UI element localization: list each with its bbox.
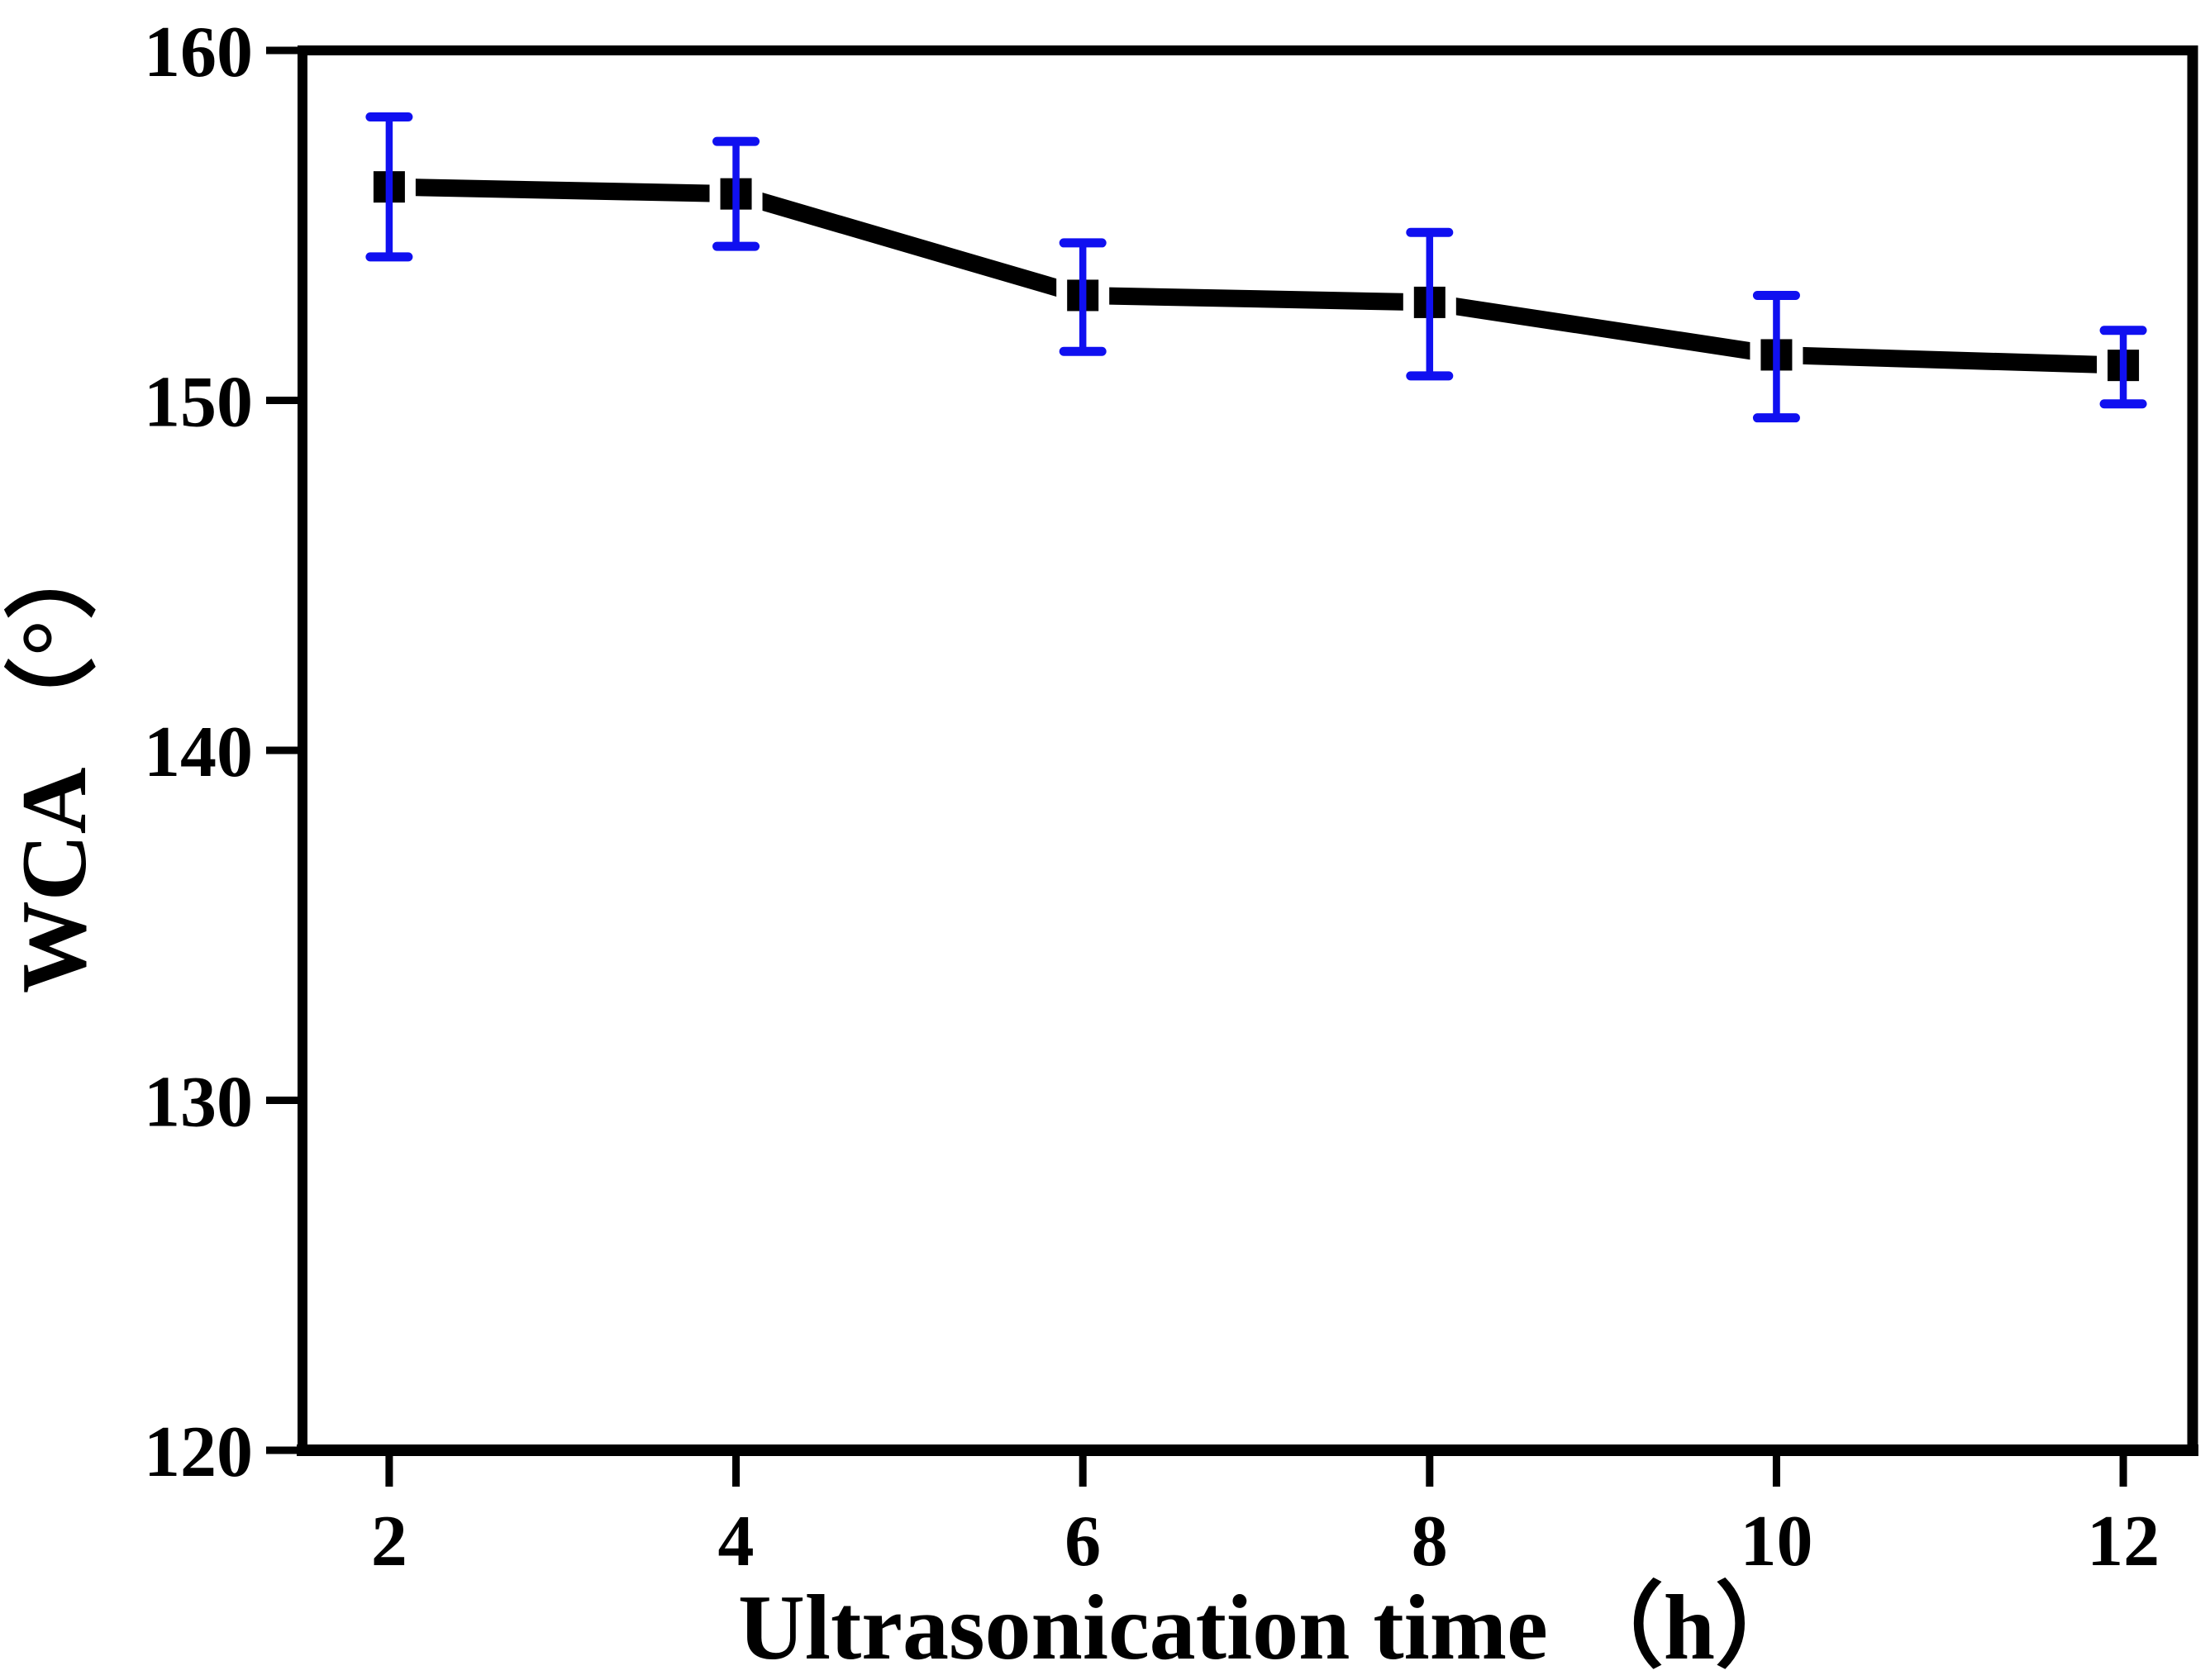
y-tick-label: 130: [144, 1063, 253, 1143]
y-tick-label: 150: [144, 363, 253, 443]
y-axis-title: WCA （°）: [3, 527, 106, 993]
x-tick-label: 2: [371, 1502, 407, 1582]
x-tick-label: 12: [2087, 1502, 2160, 1582]
data-series: [362, 112, 2150, 423]
x-tick-label: 10: [1740, 1502, 1812, 1582]
y-tick-label: 120: [144, 1412, 253, 1492]
y-tick-label: 160: [144, 12, 253, 93]
x-tick-label: 8: [1412, 1502, 1448, 1582]
x-tick-label: 4: [718, 1502, 755, 1582]
series-line: [380, 178, 2132, 374]
y-tick-label: 140: [144, 712, 253, 792]
axis-ticks: 2 4 6 8 10 12 120 130 140 150 160: [144, 12, 2160, 1582]
x-axis-title: Ultrasonication time （h）: [738, 1577, 1808, 1679]
x-tick-label: 6: [1065, 1502, 1101, 1582]
axes-frame: [297, 45, 2198, 1456]
